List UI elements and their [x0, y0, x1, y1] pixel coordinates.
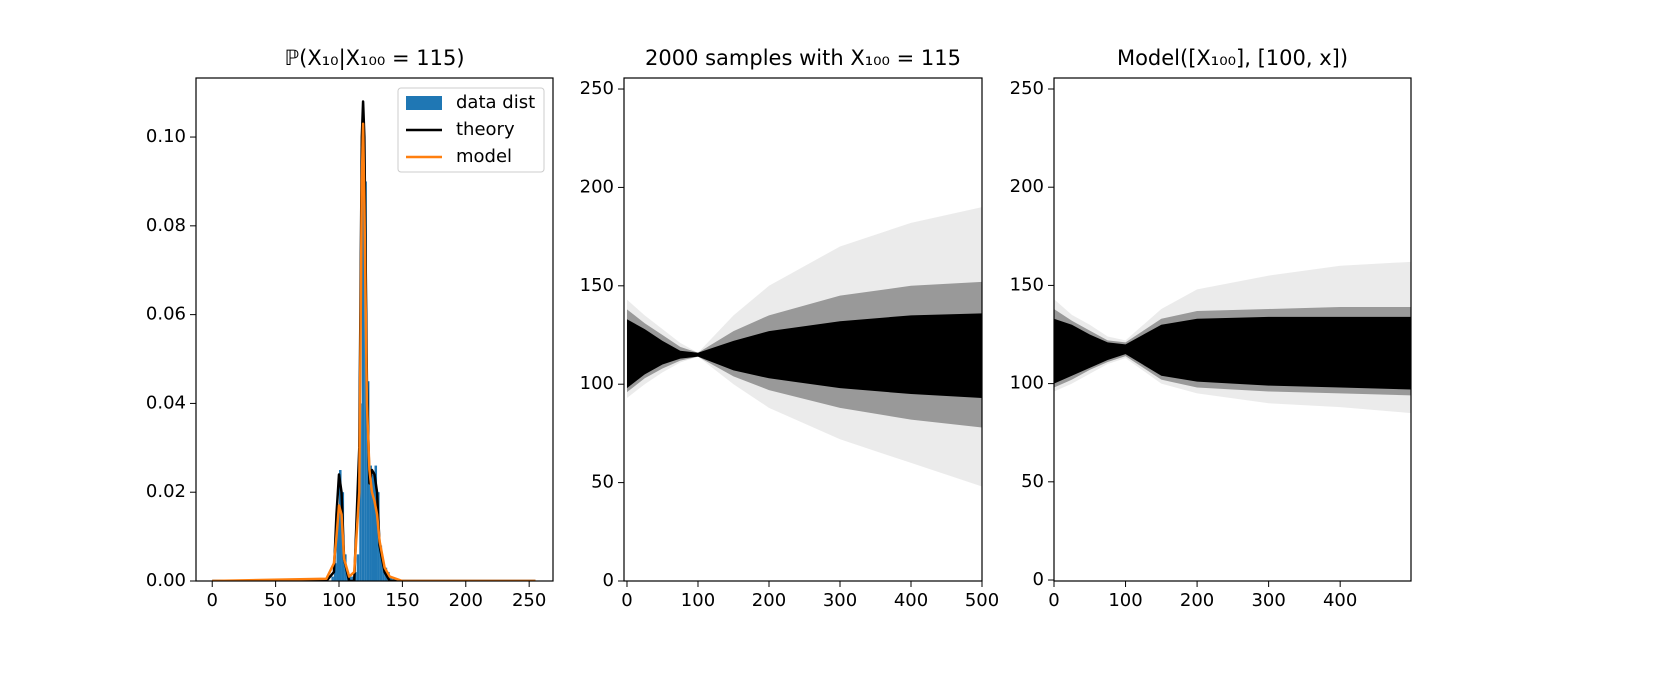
x-tick-label: 100 [681, 590, 715, 611]
bar [349, 576, 352, 581]
y-tick-label: 0.02 [146, 481, 186, 502]
panel: data dist theory model ℙ(X₁₀|X₁₀₀ = 115) 0 50… [146, 46, 554, 611]
bar [389, 576, 393, 581]
y-tick-label: 50 [1021, 471, 1044, 492]
density-band [1054, 316, 1411, 390]
y-tick-label: 250 [1010, 78, 1044, 99]
axes-frame [1053, 77, 1412, 582]
x-tick-label: 0 [1048, 590, 1059, 611]
y-tick-label: 0.06 [146, 304, 186, 325]
y-tick-label: 200 [580, 176, 614, 197]
chart-title: ℙ(X₁₀|X₁₀₀ = 115) [284, 46, 464, 71]
x-tick-label: 150 [385, 590, 419, 611]
bar [339, 470, 342, 581]
panel: 2000 samples with X₁₀₀ = 115 0 100 200 300 40… [580, 46, 1000, 611]
x-tick-label: 400 [1323, 590, 1357, 611]
x-tick-label: 0 [207, 590, 218, 611]
bar [331, 576, 334, 581]
y-tick-label: 0 [603, 570, 614, 591]
density-band [626, 313, 982, 398]
x-tick-label: 200 [449, 590, 483, 611]
x-tick-label: 300 [1251, 590, 1285, 611]
y-tick-label: 0.00 [146, 570, 186, 591]
x-tick-label: 0 [621, 590, 632, 611]
bar [379, 545, 383, 581]
x-tick-label: 500 [965, 590, 999, 611]
x-tick-label: 200 [1180, 590, 1214, 611]
bar [356, 554, 360, 581]
x-tick-label: 100 [1108, 590, 1142, 611]
axes-frame [623, 77, 983, 582]
bar [369, 465, 372, 581]
bar [351, 576, 355, 581]
legend-label: theory [456, 119, 515, 140]
y-tick-label: 150 [580, 275, 614, 296]
x-tick-label: 200 [752, 590, 786, 611]
panel: Model([X₁₀₀], [100, x]) 0 100 200 300 400 0 50 1… [1010, 46, 1412, 611]
plot-area [1054, 261, 1411, 414]
x-tick-label: 400 [894, 590, 928, 611]
y-tick-label: 0.08 [146, 215, 186, 236]
plot-area [626, 207, 982, 487]
y-tick-label: 50 [591, 472, 614, 493]
plot-area [212, 100, 536, 581]
y-tick-label: 200 [1010, 176, 1044, 197]
line [212, 122, 536, 581]
bar [374, 465, 378, 581]
x-tick-label: 100 [322, 590, 356, 611]
chart-title: Model([X₁₀₀], [100, x]) [1117, 46, 1348, 70]
legend-label: data dist [456, 92, 535, 113]
bar [359, 403, 362, 581]
chart-title: 2000 samples with X₁₀₀ = 115 [645, 46, 961, 70]
bar [333, 563, 337, 581]
y-tick-label: 100 [1010, 373, 1044, 394]
y-tick-label: 100 [580, 373, 614, 394]
x-tick-label: 300 [823, 590, 857, 611]
legend: data dist theory model [397, 87, 545, 173]
bar [361, 119, 365, 581]
axes-frame [195, 77, 554, 582]
y-tick-label: 0.10 [146, 126, 186, 147]
x-tick-label: 250 [512, 590, 546, 611]
x-tick-label: 50 [264, 590, 287, 611]
bar [336, 514, 340, 581]
legend-label: model [456, 146, 512, 167]
y-tick-label: 150 [1010, 274, 1044, 295]
y-tick-label: 0.04 [146, 392, 186, 413]
bar [371, 474, 375, 581]
y-tick-label: 0 [1033, 569, 1044, 590]
y-tick-label: 250 [580, 78, 614, 99]
legend-swatch [406, 96, 442, 110]
